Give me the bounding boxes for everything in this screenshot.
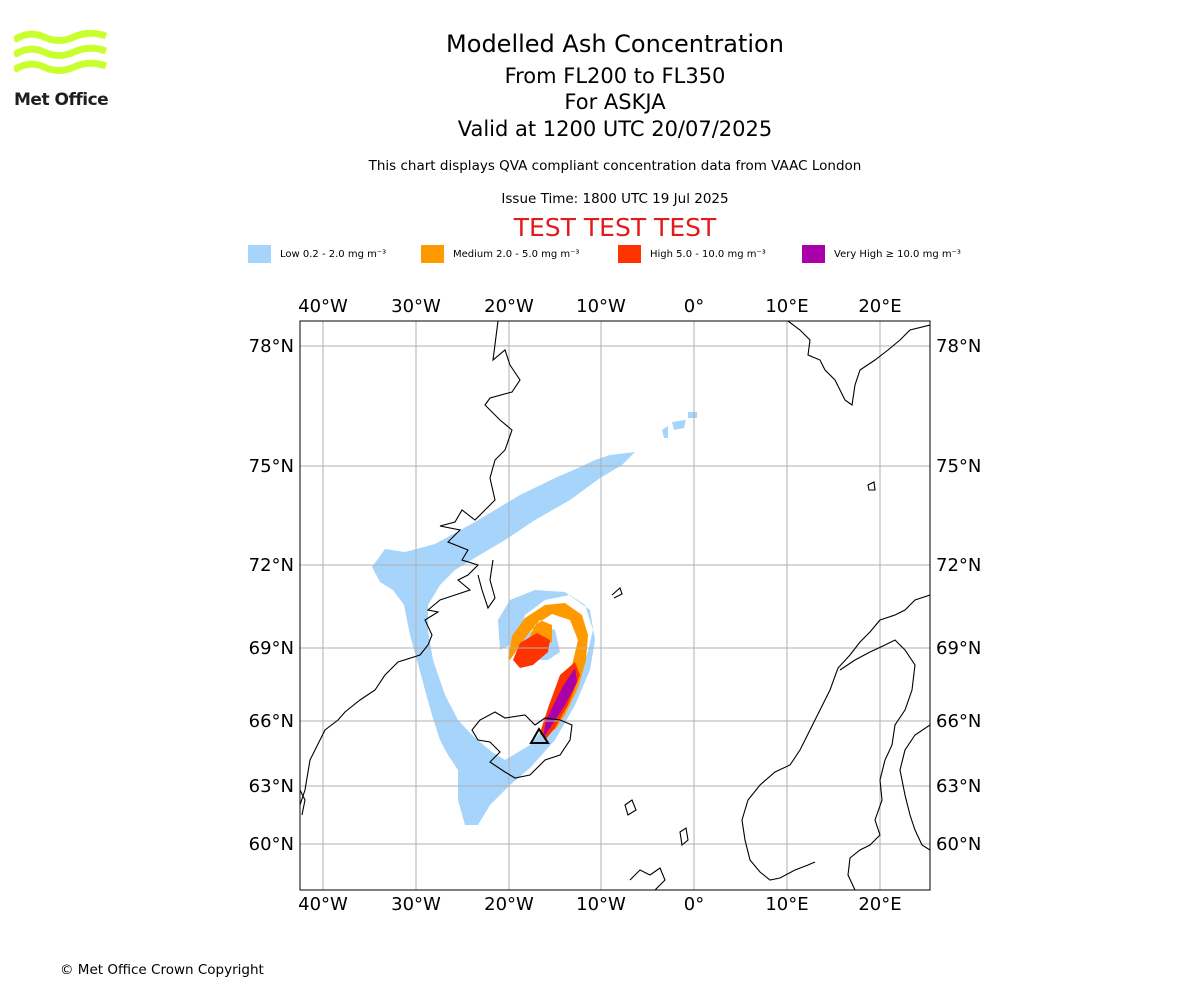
lat-tick-left-5: 63°N — [249, 776, 294, 797]
lat-tick-right-5: 63°N — [936, 776, 981, 797]
lat-tick-right-4: 66°N — [936, 711, 981, 732]
copyright: © Met Office Crown Copyright — [60, 962, 264, 978]
lat-tick-left-3: 69°N — [249, 638, 294, 659]
lat-tick-right-1: 75°N — [936, 456, 981, 477]
lat-tick-right-2: 72°N — [936, 555, 981, 576]
lon-tick-top-4: 0° — [684, 296, 704, 317]
lon-tick-top-1: 30°W — [391, 296, 441, 317]
legend-swatch-low — [248, 245, 271, 263]
bottom-lon-ticks: 40°W 30°W 20°W 10°W 0° 10°E 20°E — [298, 894, 901, 915]
lon-tick-top-6: 20°E — [858, 296, 901, 317]
legend-label-very-high: Very High ≥ 10.0 mg m⁻³ — [834, 248, 961, 260]
qva-note: This chart displays QVA compliant concen… — [368, 158, 862, 174]
lon-tick-bottom-6: 20°E — [858, 894, 901, 915]
legend-item-low: Low 0.2 - 2.0 mg m⁻³ — [248, 244, 386, 264]
lat-tick-left-2: 72°N — [249, 555, 294, 576]
coastlines — [300, 321, 930, 890]
legend-label-low: Low 0.2 - 2.0 mg m⁻³ — [280, 248, 387, 260]
legend-swatch-medium — [421, 245, 444, 263]
ash-low-area — [372, 412, 697, 825]
lat-tick-right-6: 60°N — [936, 834, 981, 855]
lat-tick-left-6: 60°N — [249, 834, 294, 855]
legend-label-medium: Medium 2.0 - 5.0 mg m⁻³ — [453, 248, 580, 260]
legend-swatch-high — [618, 245, 641, 263]
lon-tick-bottom-2: 20°W — [484, 894, 534, 915]
legend-item-very-high: Very High ≥ 10.0 mg m⁻³ — [802, 244, 961, 264]
right-lat-ticks: 78°N 75°N 72°N 69°N 66°N 63°N 60°N — [936, 336, 981, 855]
valid-time-subtitle: Valid at 1200 UTC 20/07/2025 — [457, 117, 773, 141]
lat-tick-left-1: 75°N — [249, 456, 294, 477]
lon-tick-bottom-4: 0° — [684, 894, 704, 915]
left-lat-ticks: 78°N 75°N 72°N 69°N 66°N 63°N 60°N — [249, 336, 294, 855]
legend-item-medium: Medium 2.0 - 5.0 mg m⁻³ — [421, 244, 579, 264]
flight-level-subtitle: From FL200 to FL350 — [504, 64, 726, 88]
lon-tick-top-0: 40°W — [298, 296, 348, 317]
lon-tick-top-5: 10°E — [765, 296, 808, 317]
lon-tick-top-2: 20°W — [484, 296, 534, 317]
lat-tick-left-4: 66°N — [249, 711, 294, 732]
met-office-logo: Met Office — [12, 29, 109, 112]
lon-tick-bottom-1: 30°W — [391, 894, 441, 915]
met-office-wave-logo-icon — [12, 29, 108, 74]
chart-title: Modelled Ash Concentration — [446, 30, 784, 58]
map-graticule — [300, 321, 930, 890]
top-lon-ticks: 40°W 30°W 20°W 10°W 0° 10°E 20°E — [298, 296, 901, 317]
legend-swatch-very-high — [802, 245, 825, 263]
lon-tick-bottom-0: 40°W — [298, 894, 348, 915]
lon-tick-bottom-5: 10°E — [765, 894, 808, 915]
lon-tick-top-3: 10°W — [576, 296, 626, 317]
logo-text: Met Office — [14, 90, 109, 110]
lat-tick-right-0: 78°N — [936, 336, 981, 357]
lon-tick-bottom-3: 10°W — [576, 894, 626, 915]
legend-label-high: High 5.0 - 10.0 mg m⁻³ — [650, 248, 766, 260]
legend-item-high: High 5.0 - 10.0 mg m⁻³ — [618, 244, 766, 264]
volcano-triangle-icon — [529, 727, 550, 744]
test-banner: TEST TEST TEST — [513, 213, 717, 242]
map-frame — [299, 320, 931, 891]
issue-time: Issue Time: 1800 UTC 19 Jul 2025 — [501, 191, 729, 207]
volcano-subtitle: For ASKJA — [564, 90, 666, 114]
lat-tick-left-0: 78°N — [249, 336, 294, 357]
lat-tick-right-3: 69°N — [936, 638, 981, 659]
